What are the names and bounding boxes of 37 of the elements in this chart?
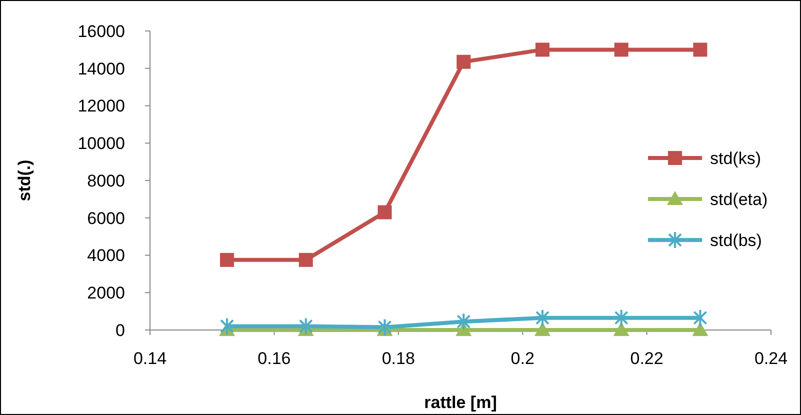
y-tick-label: 6000 bbox=[87, 208, 125, 228]
x-tick-label: 0.14 bbox=[133, 349, 167, 368]
point bbox=[298, 317, 313, 336]
point bbox=[456, 312, 471, 331]
point bbox=[614, 308, 628, 327]
point bbox=[693, 308, 708, 327]
legend-label: std(ks) bbox=[710, 148, 761, 168]
y-tick-label: 4000 bbox=[87, 246, 125, 266]
y-tick-label: 0 bbox=[116, 320, 125, 340]
point bbox=[220, 317, 234, 336]
point bbox=[535, 308, 550, 327]
y-tick-label: 16000 bbox=[78, 22, 125, 41]
point bbox=[534, 322, 550, 336]
x-tick-label: 0.24 bbox=[754, 349, 788, 368]
x-tick-label: 0.22 bbox=[630, 349, 664, 368]
y-tick-label: 2000 bbox=[87, 284, 125, 303]
point bbox=[613, 322, 630, 336]
x-tick-label: 0.2 bbox=[510, 349, 534, 368]
point bbox=[378, 205, 392, 220]
y-tick-label: 14000 bbox=[78, 59, 125, 78]
y-tick-label: 12000 bbox=[78, 96, 125, 116]
point bbox=[535, 42, 550, 57]
x-tick-label: 0.18 bbox=[382, 349, 415, 368]
y-tick-label: 10000 bbox=[78, 134, 125, 154]
point bbox=[692, 322, 708, 336]
y-axis-title: std(.) bbox=[15, 160, 34, 202]
point bbox=[378, 318, 392, 336]
point bbox=[614, 42, 628, 57]
legend-label: std(bs) bbox=[710, 230, 762, 250]
point bbox=[456, 54, 471, 69]
point bbox=[693, 42, 708, 57]
legend-label: std(eta) bbox=[710, 190, 768, 209]
x-tick-label: 0.16 bbox=[258, 349, 291, 368]
x-axis-title: rattle [m] bbox=[424, 393, 497, 412]
point bbox=[298, 252, 313, 267]
y-tick-label: 8000 bbox=[87, 171, 125, 190]
point bbox=[220, 252, 234, 267]
